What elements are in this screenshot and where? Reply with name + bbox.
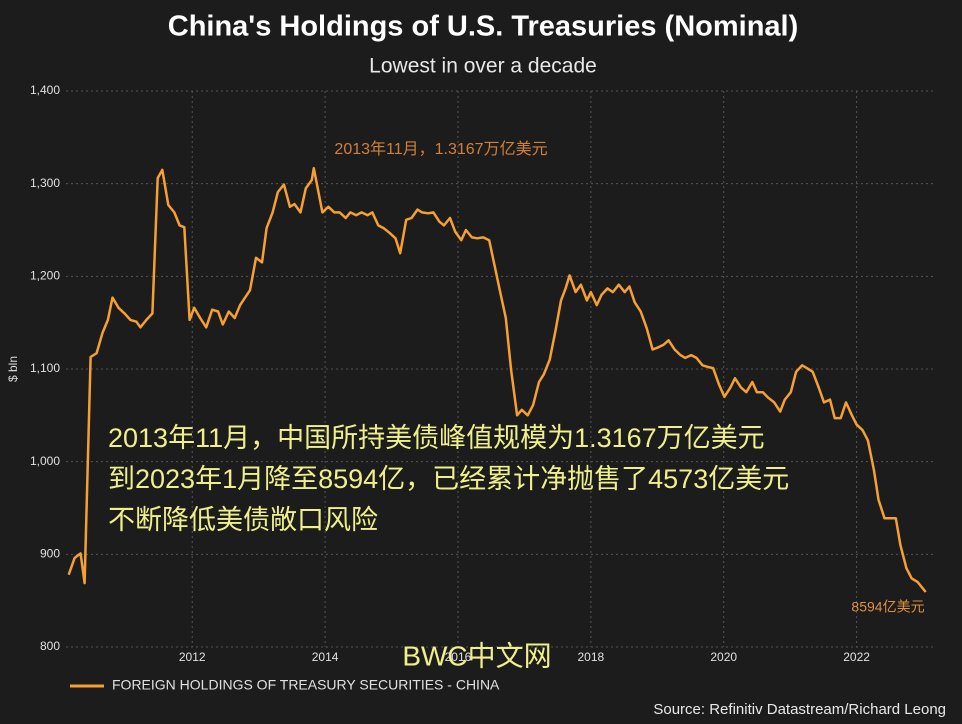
data-line <box>67 166 927 593</box>
y-tick-label: 1,100 <box>30 361 60 375</box>
y-tick-label: 800 <box>40 639 60 653</box>
y-tick-label: 1,300 <box>30 176 60 190</box>
x-tick-label: 2022 <box>843 650 870 664</box>
x-tick-label: 2018 <box>577 650 604 664</box>
annotation: 8594亿美元 <box>851 599 924 615</box>
overlay-text: 到2023年1月降至8594亿，已经累计净抛售了4573亿美元 <box>108 464 789 494</box>
x-tick-label: 2014 <box>312 650 339 664</box>
y-tick-label: 1,400 <box>30 83 60 97</box>
y-axis-label: $ bln <box>6 356 20 382</box>
y-tick-label: 1,000 <box>30 454 60 468</box>
overlay-text: 2013年11月，中国所持美债峰值规模为1.3167万亿美元 <box>108 423 765 453</box>
x-tick-label: 2020 <box>710 650 737 664</box>
chart-subtitle: Lowest in over a decade <box>369 55 597 78</box>
y-tick-label: 900 <box>40 547 60 561</box>
annotation: 2013年11月，1.3167万亿美元 <box>334 140 547 158</box>
watermark: BWC中文网 <box>402 640 551 671</box>
source: Source: Refinitiv Datastream/Richard Leo… <box>653 701 946 718</box>
chart-title: China's Holdings of U.S. Treasuries (Nom… <box>168 11 799 43</box>
x-tick-label: 2016 <box>445 650 472 664</box>
x-tick-label: 2012 <box>179 650 206 664</box>
y-tick-label: 1,200 <box>30 269 60 283</box>
legend-label: FOREIGN HOLDINGS OF TREASURY SECURITIES … <box>112 677 500 693</box>
overlay-text: 不断降低美债敞口风险 <box>108 505 378 535</box>
